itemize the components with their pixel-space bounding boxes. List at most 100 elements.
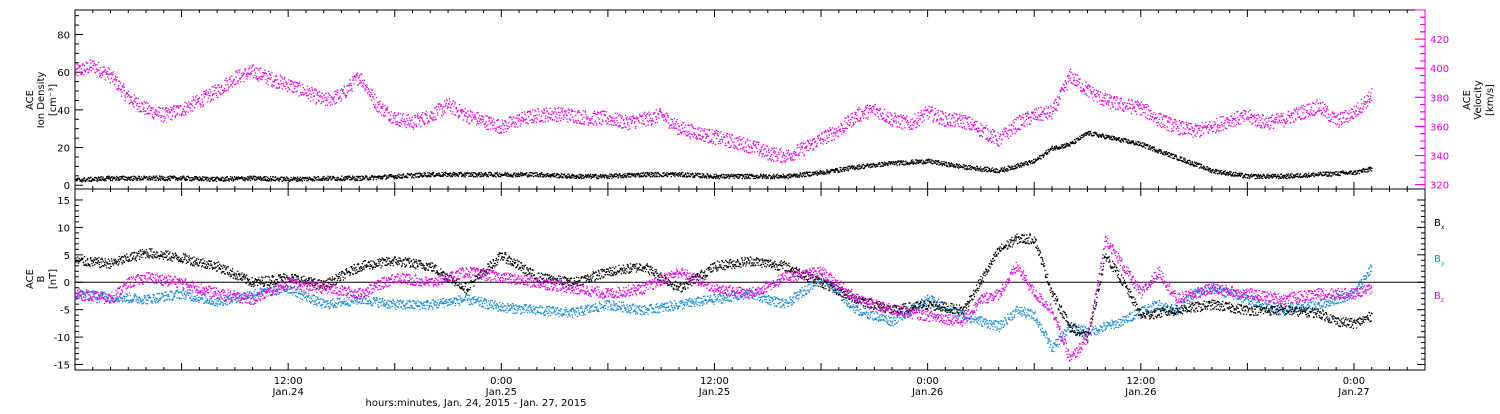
velocity-series-point — [1035, 116, 1036, 117]
velocity-series-point — [221, 85, 222, 86]
velocity-series-point — [1248, 118, 1249, 119]
velocity-series-point — [808, 150, 809, 151]
velocity-series-point — [1318, 103, 1319, 104]
velocity-series-point — [320, 95, 321, 96]
velocity-series-point — [306, 95, 307, 96]
velocity-series-point — [373, 96, 374, 97]
velocity-series-point — [218, 91, 219, 92]
velocity-series-point — [1138, 104, 1139, 105]
velocity-series-point — [1071, 83, 1072, 84]
density-series-point — [180, 176, 181, 177]
velocity-series-point — [1130, 104, 1131, 105]
density-series-point — [518, 173, 519, 174]
velocity-series-point — [1355, 116, 1356, 117]
velocity-series-point — [1192, 130, 1193, 131]
velocity-series-point — [1069, 80, 1070, 81]
velocity-series-point — [828, 131, 829, 132]
velocity-series-point — [111, 72, 112, 73]
velocity-series-point — [518, 118, 519, 119]
velocity-series-point — [608, 118, 609, 119]
velocity-series-point — [624, 123, 625, 124]
density-series-point — [386, 176, 387, 177]
velocity-series-point — [701, 128, 702, 129]
velocity-series-point — [945, 116, 946, 117]
velocity-series-point — [344, 93, 345, 94]
velocity-series-point — [300, 85, 301, 86]
velocity-series-point — [725, 143, 726, 144]
velocity-series-point — [241, 77, 242, 78]
velocity-series-point — [633, 115, 634, 116]
velocity-series-point — [1308, 104, 1309, 105]
velocity-series-point — [845, 117, 846, 118]
velocity-series-point — [1218, 131, 1219, 132]
velocity-series-point — [1272, 115, 1273, 116]
velocity-series-point — [763, 144, 764, 145]
velocity-series-point — [907, 120, 908, 121]
velocity-series-point — [859, 120, 860, 121]
velocity-series-point — [446, 103, 447, 104]
velocity-series-point — [1053, 103, 1054, 104]
velocity-series-point — [1084, 89, 1085, 90]
velocity-series-point — [295, 85, 296, 86]
velocity-series-point — [1001, 143, 1002, 144]
density-series-point — [249, 178, 250, 179]
density-series-point — [318, 176, 319, 177]
velocity-series-point — [476, 112, 477, 113]
velocity-series-point — [885, 121, 886, 122]
velocity-series-point — [774, 147, 775, 148]
velocity-series-point — [1027, 124, 1028, 125]
velocity-series-point — [432, 113, 433, 114]
density-series-point — [513, 174, 514, 175]
velocity-series-point — [1208, 133, 1209, 134]
velocity-series-point — [1362, 112, 1363, 113]
velocity-series-point — [421, 114, 422, 115]
density-series-point — [414, 174, 415, 175]
velocity-series-point — [1011, 130, 1012, 131]
velocity-series-point — [1278, 115, 1279, 116]
density-series-point — [588, 174, 589, 175]
density-series-point — [84, 177, 85, 178]
density-series-point — [529, 172, 530, 173]
velocity-series-point — [987, 129, 988, 130]
velocity-series-point — [708, 136, 709, 137]
velocity-series-point — [909, 127, 910, 128]
velocity-series-point — [763, 153, 764, 154]
velocity-series-point — [1144, 107, 1145, 108]
velocity-series-point — [108, 78, 109, 79]
velocity-series-point — [1184, 128, 1185, 129]
velocity-series-point — [783, 152, 784, 153]
velocity-series-point — [955, 121, 956, 122]
velocity-series-point — [1111, 96, 1112, 97]
velocity-series-point — [1237, 111, 1238, 112]
velocity-series-point — [1186, 122, 1187, 123]
velocity-series-point — [1182, 121, 1183, 122]
velocity-series-point — [406, 127, 407, 128]
velocity-series-point — [517, 115, 518, 116]
velocity-series-point — [270, 77, 271, 78]
velocity-series-point — [1224, 125, 1225, 126]
velocity-series-point — [1282, 116, 1283, 117]
velocity-series-point — [910, 119, 911, 120]
velocity-series-point — [341, 98, 342, 99]
velocity-series-point — [1290, 122, 1291, 123]
velocity-series-point — [202, 101, 203, 102]
velocity-series-point — [501, 132, 502, 133]
density-series-point — [139, 176, 140, 177]
velocity-series-point — [459, 104, 460, 105]
velocity-series-point — [801, 142, 802, 143]
density-series-point — [228, 180, 229, 181]
velocity-series-point — [88, 72, 89, 73]
velocity-series-point — [888, 116, 889, 117]
density-series-point — [175, 179, 176, 180]
velocity-series-point — [1137, 105, 1138, 106]
velocity-series-point — [293, 82, 294, 83]
velocity-series-point — [679, 126, 680, 127]
velocity-series-point — [1146, 107, 1147, 108]
velocity-series-point — [382, 108, 383, 109]
velocity-series-point — [161, 120, 162, 121]
velocity-series-point — [694, 134, 695, 135]
density-series-point — [226, 179, 227, 180]
velocity-series-point — [323, 101, 324, 102]
velocity-series-point — [1299, 116, 1300, 117]
velocity-series-point — [429, 121, 430, 122]
